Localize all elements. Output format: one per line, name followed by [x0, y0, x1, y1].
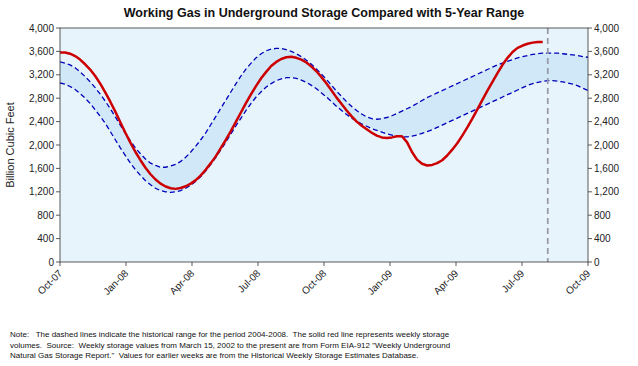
x-tick: [390, 262, 391, 266]
x-tick-label: Oct-08: [299, 267, 328, 296]
chart: 0 400 800 1,200 1,600 2,000 2,400 2,800 3,200 3,6…: [0, 0, 638, 366]
x-tick: [126, 262, 127, 266]
note: Note: The dashed lines indicate the hist…: [10, 330, 450, 360]
y-tick-label: 0: [48, 257, 54, 268]
x-tick: [60, 262, 61, 266]
y2-tick-label: 1,600: [594, 163, 619, 174]
x-tick: [324, 262, 325, 266]
y2-tick: [588, 51, 592, 52]
plot-area: [60, 28, 588, 262]
y-tick: [56, 74, 60, 75]
y2-tick-label: 1,200: [594, 186, 619, 197]
y2-tick: [588, 238, 592, 239]
y2-tick: [588, 262, 592, 263]
x-tick-label: Jul-08: [235, 267, 262, 294]
note-line: Note: The dashed lines indicate the hist…: [10, 330, 450, 339]
y2-tick-label: 2,800: [594, 93, 619, 104]
y-tick-label: 3,600: [29, 46, 54, 57]
y-tick-label: 3,200: [29, 69, 54, 80]
y2-tick: [588, 168, 592, 169]
x-tick: [522, 262, 523, 266]
x-tick-label: Apr-09: [431, 267, 460, 296]
x-tick-label: Apr-08: [167, 267, 196, 296]
note-line: Natural Gas Storage Report." Values for …: [10, 351, 419, 360]
range-fill: [60, 48, 588, 192]
y-tick: [56, 121, 60, 122]
x-tick-label: Jan-09: [365, 267, 395, 297]
x-tick: [456, 262, 457, 266]
x-tick: [258, 262, 259, 266]
x-tick: [588, 262, 589, 266]
y-tick: [56, 98, 60, 99]
y2-tick-label: 4,000: [594, 23, 619, 34]
y-tick: [56, 191, 60, 192]
y2-tick-label: 3,200: [594, 69, 619, 80]
x-tick: [192, 262, 193, 266]
x-tick-label: Oct-07: [35, 267, 64, 296]
y2-tick: [588, 74, 592, 75]
reference-line: [547, 28, 549, 262]
y-tick-label: 1,200: [29, 186, 54, 197]
y-tick: [56, 262, 60, 263]
plot-background: [60, 28, 588, 262]
y-tick: [56, 215, 60, 216]
y-axis-label: Billion Cubic Feet: [4, 102, 16, 188]
y2-tick-label: 2,000: [594, 140, 619, 151]
x-tick-label: Jul-09: [499, 267, 526, 294]
y-tick-label: 1,600: [29, 163, 54, 174]
y2-tick: [588, 121, 592, 122]
y-tick: [56, 51, 60, 52]
y-tick-label: 4,000: [29, 23, 54, 34]
y-tick-label: 2,000: [29, 140, 54, 151]
y2-tick-label: 3,600: [594, 46, 619, 57]
y2-tick: [588, 98, 592, 99]
x-tick-label: Oct-09: [563, 267, 592, 296]
y2-tick-label: 800: [594, 210, 611, 221]
y2-tick: [588, 215, 592, 216]
range-lower-line: [60, 78, 588, 193]
y2-tick: [588, 145, 592, 146]
y2-tick: [588, 191, 592, 192]
y-tick: [56, 168, 60, 169]
x-tick-label: Jan-08: [101, 267, 131, 297]
y-tick: [56, 145, 60, 146]
series-line: [60, 42, 543, 189]
range-upper-line: [60, 48, 588, 167]
y-tick-label: 400: [37, 233, 54, 244]
y2-tick: [588, 28, 592, 29]
y2-tick-label: 400: [594, 233, 611, 244]
y2-tick-label: 0: [594, 257, 600, 268]
y-tick: [56, 28, 60, 29]
y-tick-label: 2,400: [29, 116, 54, 127]
y-tick-label: 2,800: [29, 93, 54, 104]
note-line: volumes. Source: Weekly storage values f…: [10, 341, 450, 350]
y2-tick-label: 2,400: [594, 116, 619, 127]
plot-frame: [60, 28, 588, 262]
title: Working Gas in Underground Storage Compa…: [124, 6, 525, 20]
y-tick: [56, 238, 60, 239]
y-tick-label: 800: [37, 210, 54, 221]
